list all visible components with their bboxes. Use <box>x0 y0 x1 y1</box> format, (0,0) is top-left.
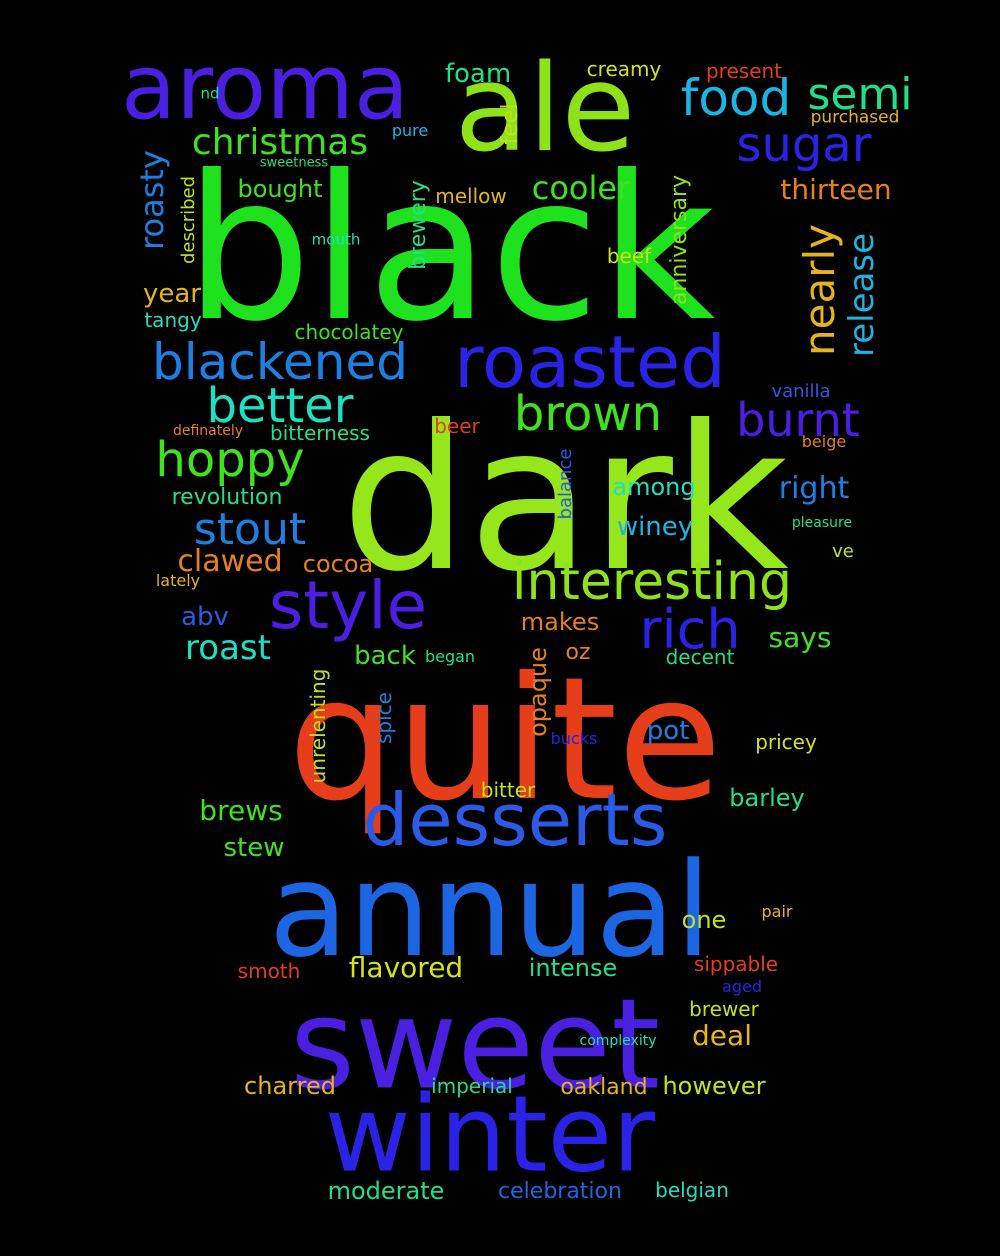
word-revolution: revolution <box>171 485 283 510</box>
word-nd: nd <box>200 84 220 103</box>
word-roasted: roasted <box>454 320 726 404</box>
word-mellow: mellow <box>435 184 507 208</box>
word-release: release <box>842 233 882 357</box>
word-stew: stew <box>223 833 285 863</box>
word-foam: foam <box>444 59 512 89</box>
word-brown: brown <box>513 386 663 442</box>
word-pair: pair <box>761 902 793 921</box>
word-back: back <box>354 641 416 671</box>
word-smoth: smoth <box>237 959 301 983</box>
word-year: year <box>142 279 202 309</box>
word-bought: bought <box>237 175 323 203</box>
word-beef: beef <box>606 244 652 268</box>
word-hoppy: hoppy <box>155 432 305 488</box>
word-semi: semi <box>807 69 913 120</box>
word-bucks: bucks <box>550 729 598 748</box>
word-belgian: belgian <box>655 1178 729 1202</box>
word-chocolatey: chocolatey <box>294 320 404 344</box>
word-right: right <box>778 471 850 506</box>
word-oz: oz <box>565 640 591 665</box>
word-anniversary: anniversary <box>667 174 692 306</box>
word-quite: quite <box>287 641 723 839</box>
word-brewer: brewer <box>689 997 759 1021</box>
word-balance: balance <box>555 448 576 520</box>
word-bitterness: bitterness <box>270 421 370 445</box>
word-pricey: pricey <box>755 730 817 754</box>
word-style: style <box>268 567 428 644</box>
word-creamy: creamy <box>586 57 662 81</box>
word-charred: charred <box>244 1072 336 1100</box>
word-says: says <box>768 621 832 654</box>
word-stout: stout <box>193 504 307 555</box>
word-oakland: oakland <box>560 1075 648 1100</box>
word-sweet: sweet <box>289 972 661 1118</box>
word-interesting: interesting <box>512 552 792 612</box>
word-bitter: bitter <box>480 778 536 802</box>
word-pleasure: pleasure <box>791 515 853 531</box>
word-feel: feel <box>498 103 523 145</box>
word-pot: pot <box>646 716 690 746</box>
word-imperial: imperial <box>431 1074 513 1098</box>
word-better: better <box>206 378 354 434</box>
word-beer: beer <box>434 414 480 438</box>
word-clawed: clawed <box>177 544 283 579</box>
word-described: described <box>178 175 199 265</box>
word-among: among <box>612 473 696 501</box>
word-thirteen: thirteen <box>780 173 892 206</box>
word-aged: aged <box>722 977 762 996</box>
word-sugar: sugar <box>736 117 872 173</box>
word-barley: barley <box>729 784 805 812</box>
word-intense: intense <box>528 954 618 982</box>
word-christmas: christmas <box>191 122 369 163</box>
word-dark: dark <box>341 383 789 616</box>
word-food: food <box>680 69 792 127</box>
word-blackened: blackened <box>152 333 408 391</box>
word-one: one <box>681 906 727 934</box>
word-flavored: flavored <box>348 951 464 984</box>
word-however: however <box>662 1072 766 1100</box>
word-tangy: tangy <box>144 308 202 332</box>
word-cocoa: cocoa <box>302 550 374 578</box>
word-brewery: brewery <box>406 180 431 270</box>
word-rich: rich <box>639 598 741 661</box>
word-ale: ale <box>454 40 636 179</box>
word-deal: deal <box>692 1019 752 1052</box>
word-winey: winey <box>616 512 694 542</box>
word-decent: decent <box>665 645 735 669</box>
word-opaque: opaque <box>524 647 552 737</box>
word-ve: ve <box>832 541 854 562</box>
word-complexity: complexity <box>579 1033 657 1049</box>
word-lately: lately <box>155 571 201 590</box>
word-burnt: burnt <box>736 393 860 447</box>
word-sweetness: sweetness <box>259 155 329 171</box>
word-definately: definately <box>172 423 244 439</box>
word-roast: roast <box>185 628 271 668</box>
word-makes: makes <box>520 608 600 636</box>
word-winter: winter <box>324 1073 656 1196</box>
word-sippable: sippable <box>693 952 779 976</box>
word-nearly: nearly <box>795 224 844 356</box>
word-abv: abv <box>181 602 229 632</box>
word-mouth: mouth <box>311 230 361 249</box>
word-unrelenting: unrelenting <box>306 668 330 784</box>
word-pure: pure <box>391 121 429 140</box>
word-celebration: celebration <box>498 1179 622 1204</box>
word-spice: spice <box>372 692 396 744</box>
word-beige: beige <box>801 432 847 451</box>
word-roasty: roasty <box>133 150 171 250</box>
word-aroma: aroma <box>120 35 410 140</box>
word-purchased: purchased <box>810 107 900 128</box>
word-brews: brews <box>199 794 283 827</box>
word-black: black <box>184 133 716 366</box>
word-moderate: moderate <box>327 1177 445 1205</box>
word-cooler: cooler <box>531 169 631 207</box>
word-present: present <box>705 59 783 83</box>
word-desserts: desserts <box>362 778 668 862</box>
word-vanilla: vanilla <box>771 381 831 402</box>
word-annual: annual <box>268 834 712 986</box>
word-began: began <box>424 647 476 666</box>
